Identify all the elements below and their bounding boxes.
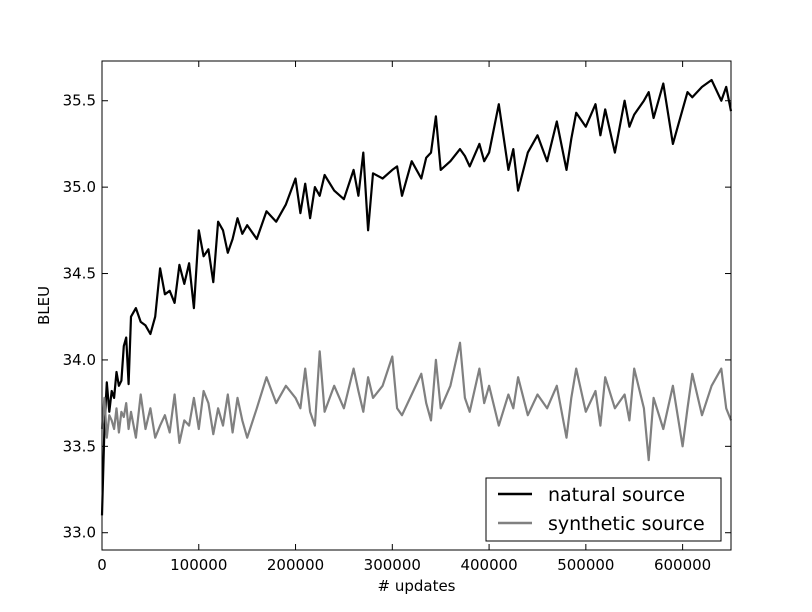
x-tick-label: 100000 (170, 556, 227, 574)
y-axis-ticks: 33.0 33.5 34.0 34.5 35.0 35.5 (63, 92, 731, 542)
x-tick-label: 400000 (460, 556, 517, 574)
y-tick-label: 33.0 (63, 524, 96, 542)
x-tick-label: 200000 (267, 556, 324, 574)
y-tick-label: 35.5 (63, 92, 96, 110)
x-tick-label: 300000 (364, 556, 421, 574)
series-line-synthetic-source (100, 341, 733, 462)
legend-label: synthetic source (548, 513, 705, 535)
x-tick-label: 0 (97, 556, 107, 574)
legend: natural source synthetic source (485, 477, 722, 542)
y-axis-label: BLEU (35, 286, 53, 325)
y-tick-label: 33.5 (63, 437, 96, 455)
legend-box (485, 477, 722, 542)
x-axis-label: # updates (377, 577, 455, 595)
y-tick-label: 35.0 (63, 178, 96, 196)
series-line-natural-source (100, 78, 733, 516)
y-tick-label: 34.0 (63, 351, 96, 369)
x-axis-ticks: 0 100000 200000 300000 400000 500000 600000 (97, 61, 711, 574)
y-tick-label: 34.5 (63, 265, 96, 283)
plot-frame (101, 60, 732, 551)
x-tick-label: 500000 (557, 556, 614, 574)
legend-label: natural source (548, 484, 685, 506)
series-layer (100, 78, 733, 516)
x-tick-label: 600000 (654, 556, 711, 574)
